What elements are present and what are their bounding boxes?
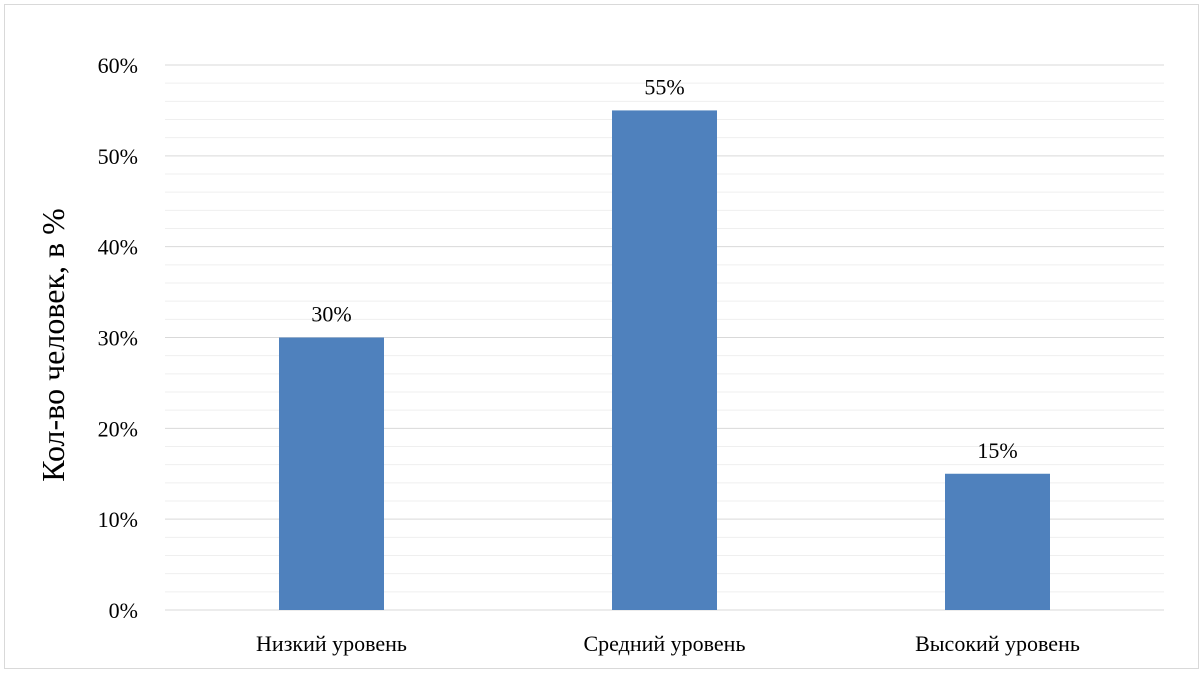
x-tick-label: Средний уровень: [584, 631, 746, 656]
x-axis-ticks: Низкий уровень Средний уровень Высокий уро…: [256, 631, 1080, 656]
bar: [945, 473, 1050, 610]
y-tick-label: 30%: [98, 326, 138, 351]
data-label: 15%: [977, 438, 1017, 463]
x-tick-label: Низкий уровень: [256, 631, 407, 656]
y-tick-label: 10%: [98, 507, 138, 532]
y-axis-title: Кол-во человек, в %: [35, 208, 71, 482]
x-tick-label: Высокий уровень: [915, 631, 1080, 656]
data-label: 55%: [644, 74, 684, 99]
y-axis-ticks: 0% 10% 20% 30% 40% 50% 60%: [98, 53, 138, 623]
y-tick-label: 40%: [98, 235, 138, 260]
y-tick-label: 50%: [98, 144, 138, 169]
y-tick-label: 60%: [98, 53, 138, 78]
bar: [612, 110, 717, 611]
data-label: 30%: [311, 302, 351, 327]
bar: [279, 337, 384, 610]
y-tick-label: 0%: [109, 598, 138, 623]
y-tick-label: 20%: [98, 416, 138, 441]
data-labels: 30% 55% 15%: [311, 74, 1017, 462]
bars: [279, 110, 1050, 611]
